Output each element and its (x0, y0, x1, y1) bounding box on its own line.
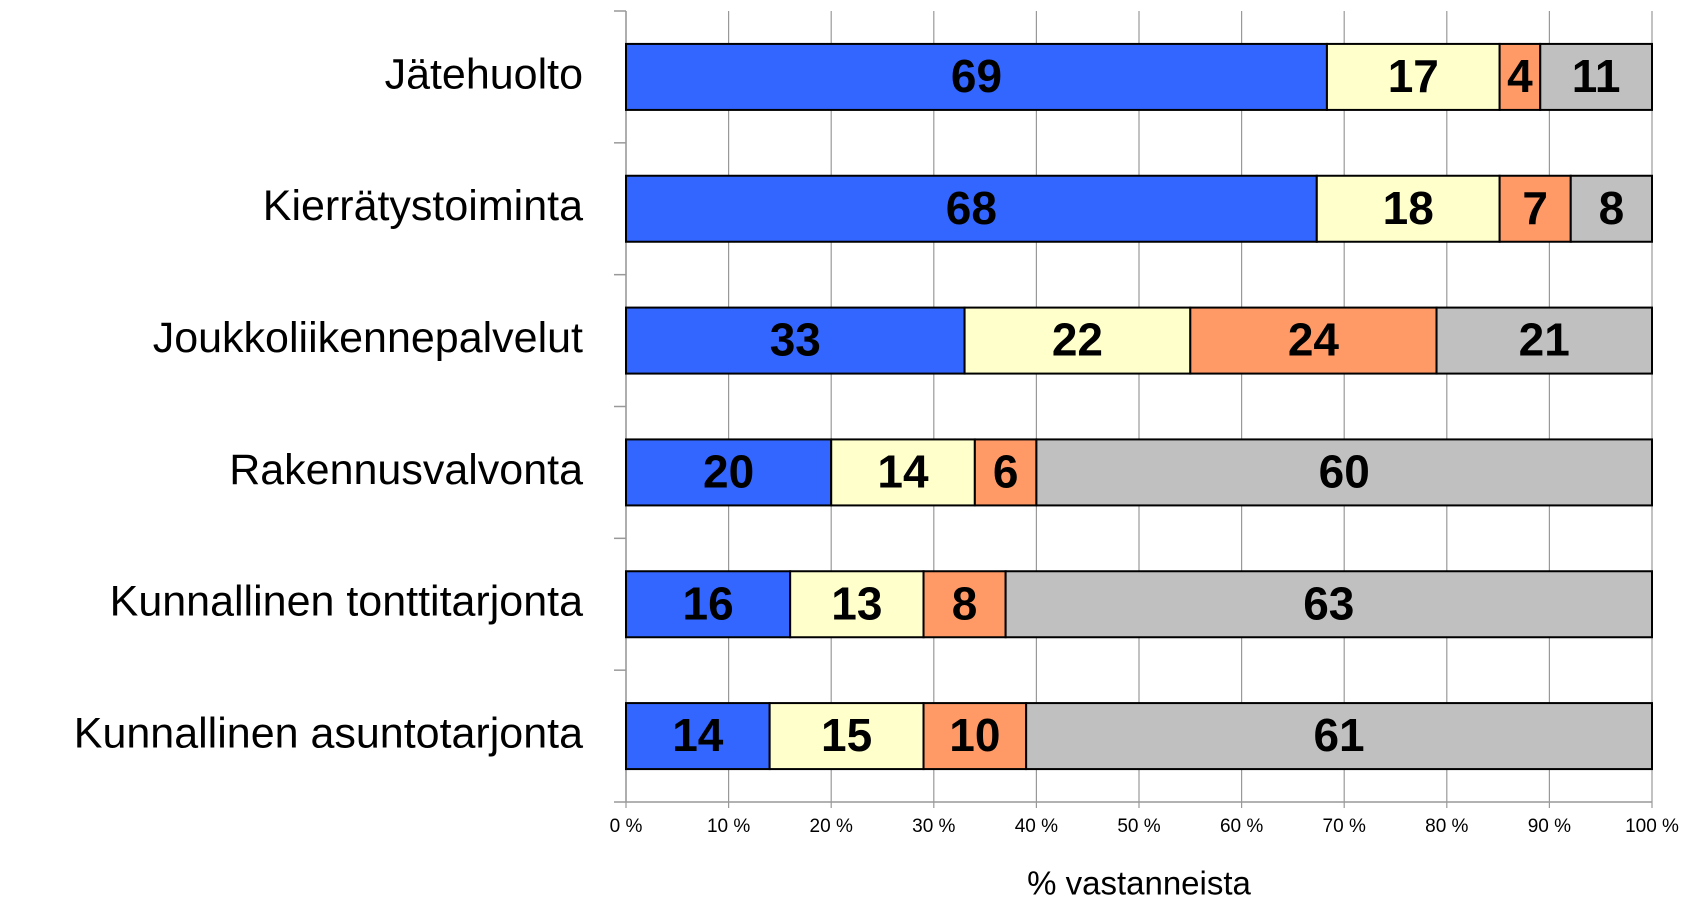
x-tick-label: 100 % (1625, 816, 1679, 837)
x-tick-label: 20 % (810, 816, 853, 837)
value-label: 18 (1383, 182, 1434, 234)
x-tick-label: 70 % (1323, 816, 1366, 837)
value-label: 4 (1507, 50, 1533, 102)
bar-segment (1004, 570, 1653, 639)
value-label: 14 (877, 446, 929, 498)
value-label: 10 (949, 709, 1000, 761)
x-tick-label: 10 % (707, 816, 750, 837)
x-tick-label: 90 % (1528, 816, 1571, 837)
category-label: Rakennusvalvonta (229, 446, 583, 494)
category-label: Jätehuolto (385, 50, 583, 98)
bar-segment (625, 174, 1318, 243)
value-label: 69 (951, 50, 1002, 102)
value-label: 22 (1052, 314, 1103, 366)
x-axis-title: % vastanneista (1027, 865, 1251, 902)
bar-segment (1569, 174, 1653, 243)
x-tick-label: 60 % (1220, 816, 1263, 837)
x-tick-label: 30 % (912, 816, 955, 837)
value-label: 16 (682, 577, 733, 629)
value-label: 7 (1522, 182, 1548, 234)
value-label: 17 (1388, 50, 1439, 102)
value-label: 6 (993, 446, 1019, 498)
value-label: 24 (1288, 314, 1340, 366)
value-label: 61 (1313, 709, 1364, 761)
bar-segment (625, 42, 1328, 111)
value-label: 20 (703, 446, 754, 498)
bar-segment (789, 570, 925, 639)
value-label: 8 (952, 577, 978, 629)
bar-segment (1025, 702, 1653, 771)
x-tick-label: 80 % (1425, 816, 1468, 837)
value-label: 21 (1519, 314, 1570, 366)
bar-segment (625, 702, 771, 771)
bar-segment (625, 570, 792, 639)
bar-segment (1435, 306, 1654, 375)
bar-segment (1498, 174, 1572, 243)
category-label: Kunnallinen asuntotarjonta (74, 709, 583, 757)
category-label: Kunnallinen tonttitarjonta (110, 578, 583, 626)
value-label: 60 (1319, 446, 1370, 498)
category-label: Joukkoliikennepalvelut (153, 314, 583, 362)
bar-segment (625, 438, 833, 507)
bar-segment (830, 438, 976, 507)
value-label: 8 (1599, 182, 1625, 234)
bar-segment (1189, 306, 1438, 375)
value-label: 68 (946, 182, 997, 234)
bar-segment (973, 438, 1038, 507)
value-label: 63 (1303, 577, 1354, 629)
x-tick-label: 50 % (1117, 816, 1160, 837)
bar-segment (1035, 438, 1653, 507)
bar-segment (922, 702, 1028, 771)
bar-segment (963, 306, 1192, 375)
bar-segment (768, 702, 925, 771)
value-label: 13 (831, 577, 882, 629)
value-label: 11 (1572, 50, 1621, 102)
value-label: 14 (672, 709, 724, 761)
category-label: Kierrätystoiminta (263, 182, 583, 230)
value-label: 33 (770, 314, 821, 366)
bar-segment (1539, 42, 1654, 111)
value-label: 15 (821, 709, 872, 761)
x-tick-label: 0 % (610, 816, 643, 837)
bar-segment (625, 306, 966, 375)
bar-segment (922, 570, 1007, 639)
x-tick-label: 40 % (1015, 816, 1058, 837)
